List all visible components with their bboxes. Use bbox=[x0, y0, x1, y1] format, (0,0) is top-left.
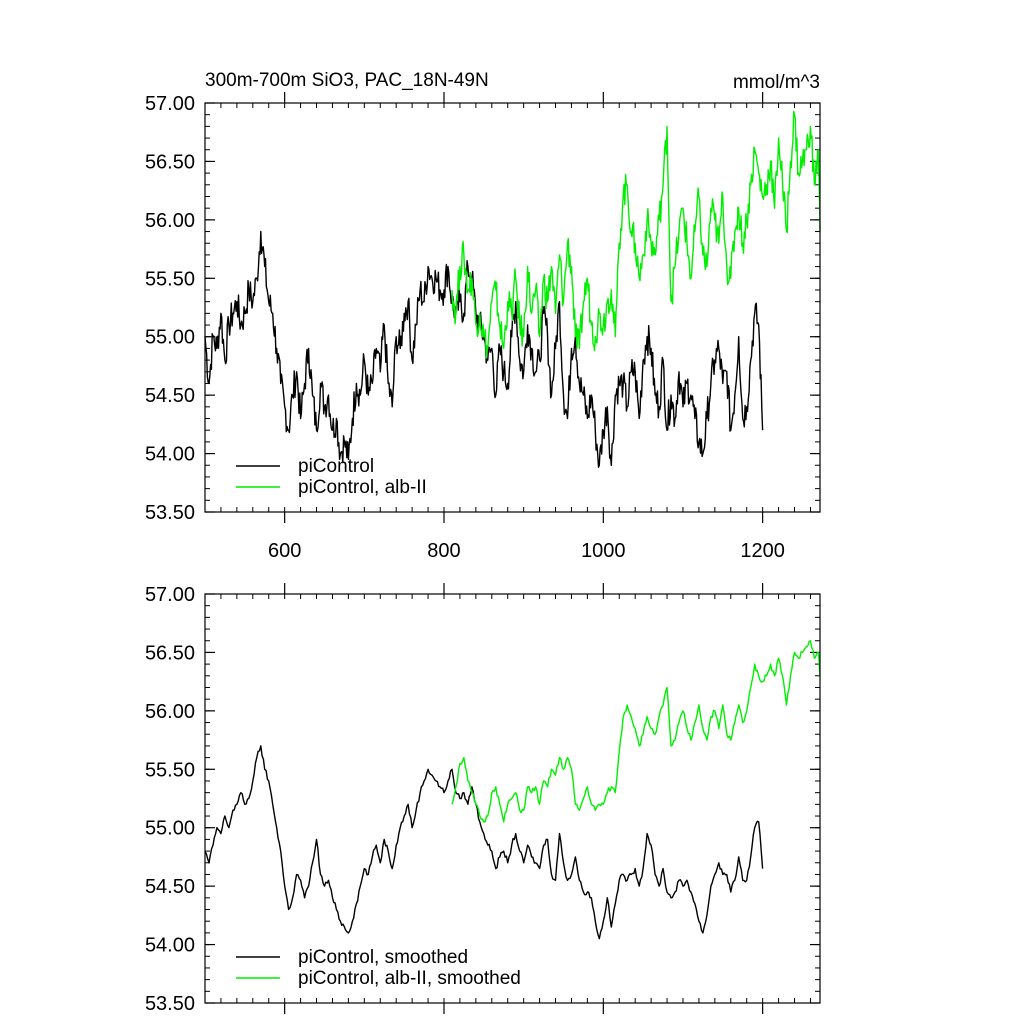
x-tick-label: 800 bbox=[427, 540, 460, 562]
plot-frame bbox=[204, 102, 821, 513]
series-line-picontrol-alb-ii bbox=[451, 110, 821, 359]
y-tick-label: 56.50 bbox=[145, 642, 195, 664]
y-tick-label: 56.00 bbox=[145, 701, 195, 723]
y-tick-label: 53.50 bbox=[145, 993, 195, 1015]
y-tick-label: 54.50 bbox=[145, 385, 195, 407]
y-tick-label: 56.00 bbox=[145, 210, 195, 232]
legend-label: piControl, alb-II, smoothed bbox=[298, 968, 521, 989]
y-tick-label: 57.00 bbox=[145, 584, 195, 606]
series-line-picontrol-smoothed bbox=[204, 745, 764, 940]
plot-frame bbox=[204, 593, 821, 1004]
y-tick-label: 55.50 bbox=[145, 759, 195, 781]
y-tick-label: 57.00 bbox=[145, 93, 195, 115]
x-tick-label: 1000 bbox=[581, 540, 626, 562]
top-chart-panel: 300m-700m SiO3, PAC_18N-49N mmol/m^3 53.… bbox=[145, 70, 821, 562]
y-tick-label: 54.00 bbox=[145, 935, 195, 957]
series-line-picontrol bbox=[204, 230, 764, 468]
units-label: mmol/m^3 bbox=[733, 72, 820, 93]
y-tick-label: 55.00 bbox=[145, 327, 195, 349]
y-tick-label: 55.50 bbox=[145, 268, 195, 290]
y-tick-label: 53.50 bbox=[145, 502, 195, 524]
legend-label: piControl, alb-II bbox=[298, 477, 427, 498]
y-tick-label: 54.50 bbox=[145, 876, 195, 898]
series-line-picontrol-alb-ii-smoothed bbox=[451, 640, 821, 823]
legend-label: piControl, smoothed bbox=[298, 947, 468, 968]
x-tick-label: 1200 bbox=[740, 540, 785, 562]
y-tick-label: 55.00 bbox=[145, 818, 195, 840]
chart-title: 300m-700m SiO3, PAC_18N-49N bbox=[205, 70, 489, 91]
y-tick-label: 56.50 bbox=[145, 151, 195, 173]
x-tick-label: 600 bbox=[268, 540, 301, 562]
legend-label: piControl bbox=[298, 456, 374, 477]
y-tick-label: 54.00 bbox=[145, 444, 195, 466]
bottom-chart-panel: 53.50 54.00 54.50 55.00 55.50 56.00 56.50 57.00… bbox=[145, 583, 821, 1015]
